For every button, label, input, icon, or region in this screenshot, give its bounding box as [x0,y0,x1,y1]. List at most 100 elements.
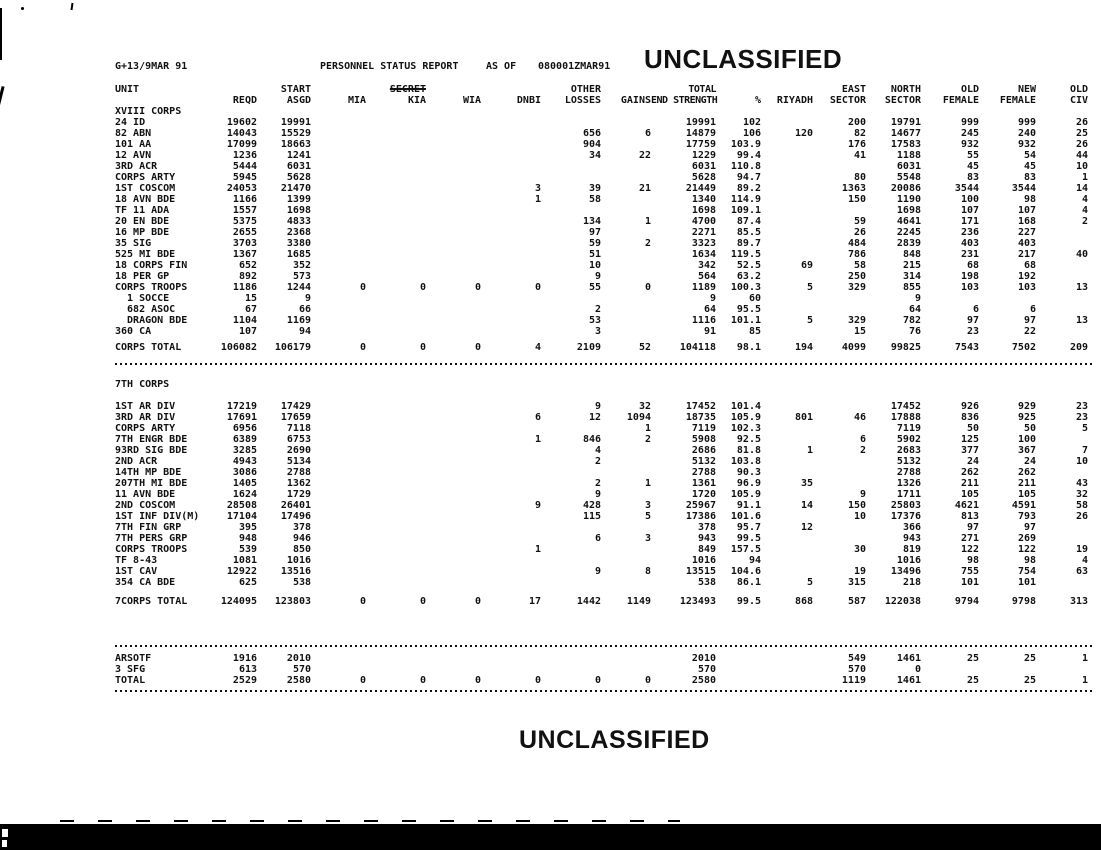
cell-riyadh [761,271,813,282]
cell-newf: 6 [1029,304,1036,315]
cell-pct: 94.7 [736,172,761,183]
cell-other: 0 [594,675,601,686]
cell-reqd [215,106,257,117]
cell-oldf: 262 [960,467,979,478]
cell-dnbi: DNBI [516,95,541,106]
cell-newf: 122 [1017,544,1036,555]
cell-asgd: 570 [292,664,311,675]
cell-end: 1189 [691,282,716,293]
cell-riyadh [761,379,813,390]
cell-reqd: 24053 [226,183,257,194]
cell-riyadh: 801 [794,412,813,423]
cell-east: 250 [847,271,866,282]
cell-wia: 0 [474,596,481,607]
cell-kia: 0 [419,675,426,686]
cell-dnbi [481,304,541,315]
cell-dnbi [481,161,541,172]
cell-gains [601,456,651,467]
cell-mia [311,434,366,445]
cell-wia [426,216,481,227]
cell-north: 782 [902,315,921,326]
cell-north: 13496 [890,566,921,577]
cell-mia [311,106,366,117]
cell-newf: 7502 [1011,342,1036,353]
cell-mia [311,379,366,390]
cell-unit: 93RD SIG BDE [115,445,188,456]
cell-gains [601,106,651,117]
cell-mia: 0 [359,675,366,686]
cell-reqd: 948 [238,533,257,544]
cell-unit: 7TH PERS GRP [115,533,188,544]
cell-end: 1340 [691,194,716,205]
cell-civ [1036,227,1088,238]
cell-pct [716,379,761,390]
cell-north: SECTOR [884,95,921,106]
cell-newf: 25 [1023,653,1036,664]
cell-civ: CIV [1069,95,1088,106]
cell-gains: 6 [644,128,651,139]
cell-north: 2245 [896,227,921,238]
cell-wia [426,227,481,238]
cell-end: 2788 [691,467,716,478]
cell-gains: 52 [638,342,651,353]
cell-gains [601,544,651,555]
cell-east: 484 [847,238,866,249]
table-row: 16 MP BDE 2655 2368 97 2271 85.5 26 2245 236 227 [115,227,1095,238]
cell-gains [601,522,651,533]
cell-pct: 86.1 [736,577,761,588]
cell-pct: 105.9 [730,489,761,500]
table-row: 1ST INF DIV(M) 17104 17496 115 5 17386 101.6 10… [115,511,1095,522]
cell-kia: SECRET [389,84,426,95]
cell-dnbi [481,260,541,271]
cell-end: 17759 [685,139,716,150]
table-row: CORPS ARTY 6956 7118 1 7119 102.3 7119 50 50 5 [115,423,1095,434]
divider-row [115,645,1095,653]
cell-unit: 35 SIG [115,238,152,249]
cell-reqd: 395 [238,522,257,533]
cell-end: 5908 [691,434,716,445]
cell-pct: 87.4 [736,216,761,227]
cell-other: 115 [582,511,601,522]
cell-oldf [921,664,979,675]
cell-gains [601,227,651,238]
cell-wia [426,315,481,326]
cell-riyadh [761,293,813,304]
cell-north: 5902 [896,434,921,445]
cell-pct: 92.5 [736,434,761,445]
cell-newf: 50 [1023,423,1036,434]
cell-riyadh [761,467,813,478]
cell-reqd: 5444 [232,161,257,172]
cell-reqd: 14043 [226,128,257,139]
cell-mia [311,456,366,467]
cell-end: 91 [703,326,716,337]
cell-civ: 26 [1075,139,1088,150]
cell-mia: 0 [359,282,366,293]
cell-oldf: 50 [966,423,979,434]
cell-unit: 1 SOCCE [115,293,170,304]
cell-north: 1711 [896,489,921,500]
cell-riyadh: 5 [806,315,813,326]
cell-north: 1461 [896,675,921,686]
cell-kia [366,664,426,675]
table-row: 7TH ENGR BDE 6389 6753 1 846 2 5908 92.5 6 5902 12… [115,434,1095,445]
cell-civ: 13 [1075,315,1088,326]
spacer-row [115,353,1095,359]
cell-dnbi: 4 [534,342,541,353]
cell-civ [1036,260,1088,271]
cell-reqd: 67 [244,304,257,315]
cell-wia [426,544,481,555]
cell-riyadh [761,533,813,544]
cell-wia [426,566,481,577]
cell-kia [366,260,426,271]
cell-mia [311,533,366,544]
cell-reqd: 1557 [232,205,257,216]
cell-dnbi [481,478,541,489]
cell-end: 1361 [691,478,716,489]
cell-end: 2686 [691,445,716,456]
cell-wia [426,326,481,337]
cell-gains: 32 [638,401,651,412]
cell-kia: KIA [407,95,426,106]
cell-mia [311,423,366,434]
cell-kia [366,172,426,183]
cell-mia [311,566,366,577]
